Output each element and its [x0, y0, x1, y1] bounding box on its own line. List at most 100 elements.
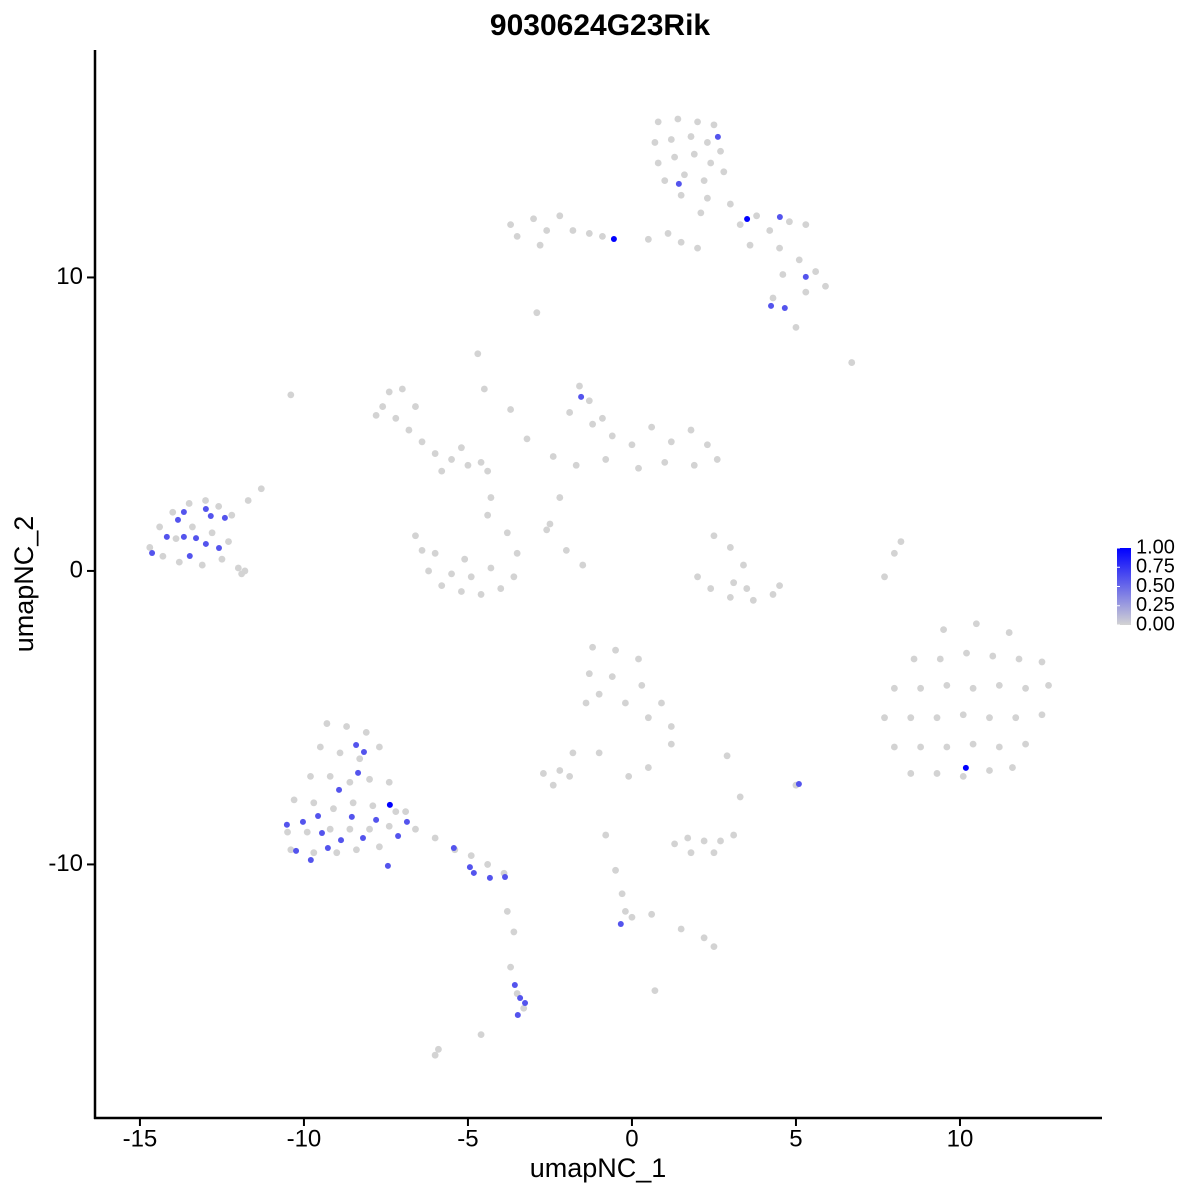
cell — [349, 799, 357, 807]
cell — [336, 749, 344, 757]
y-tick-label: 0 — [70, 556, 83, 583]
cell — [566, 772, 574, 780]
cell — [503, 907, 511, 915]
cell — [717, 837, 724, 845]
cell — [795, 256, 803, 264]
cell — [310, 849, 318, 857]
cell — [769, 294, 777, 302]
cell — [726, 544, 734, 551]
x-axis-title: umapNC_1 — [530, 1153, 667, 1183]
expressing-cell — [355, 769, 362, 776]
cell — [959, 772, 967, 780]
cell — [539, 770, 547, 777]
cell — [986, 714, 993, 722]
x-tick-label: 10 — [947, 1125, 974, 1152]
cell — [687, 426, 695, 434]
cell — [503, 529, 511, 537]
cell — [556, 494, 564, 501]
cell — [353, 846, 360, 854]
expressing-cell — [384, 862, 391, 869]
cell — [375, 743, 383, 751]
cell — [638, 681, 646, 689]
cell — [726, 593, 734, 601]
cell — [507, 406, 514, 413]
cell — [326, 772, 334, 780]
expressing-cell — [522, 999, 529, 1006]
expressing-cell — [215, 545, 222, 552]
chart-title: 9030624G23Rik — [490, 9, 710, 42]
cell — [228, 511, 236, 519]
cell — [290, 796, 298, 804]
cell — [658, 699, 665, 707]
expressing-cell — [578, 393, 585, 400]
cell — [375, 843, 383, 851]
expressing-cell — [180, 533, 187, 540]
colorbar-label: 0.00 — [1136, 613, 1175, 635]
cell — [661, 177, 669, 185]
cell — [986, 767, 993, 774]
cell — [585, 397, 593, 405]
cell — [667, 740, 675, 748]
cell — [694, 573, 701, 581]
cell — [621, 907, 629, 915]
y-axis-title: umapNC_2 — [9, 516, 39, 653]
expressing-cell — [466, 864, 473, 871]
cell — [546, 520, 554, 528]
cell — [1015, 655, 1023, 663]
cell — [959, 711, 967, 719]
cell — [576, 382, 583, 390]
cell — [890, 743, 898, 751]
cell — [549, 781, 557, 789]
cell — [690, 461, 698, 469]
cell — [333, 849, 341, 857]
cell — [484, 467, 492, 475]
cell — [907, 770, 915, 777]
cell — [644, 235, 652, 243]
cell — [330, 805, 337, 813]
cell — [589, 420, 596, 428]
cell — [881, 714, 888, 722]
expressing-cell — [768, 302, 775, 309]
cell — [477, 591, 485, 598]
cell — [667, 438, 675, 446]
cell — [907, 714, 915, 722]
cell — [185, 500, 193, 507]
cell — [1009, 764, 1016, 771]
cell — [792, 323, 800, 331]
cell — [726, 200, 734, 208]
cell — [933, 714, 941, 722]
cell — [310, 799, 318, 807]
expressing-cell — [502, 874, 509, 881]
cell — [385, 822, 393, 830]
cell — [369, 802, 377, 810]
cell — [234, 564, 242, 572]
cell — [175, 558, 183, 566]
cell — [972, 620, 980, 628]
cell — [520, 1004, 528, 1012]
cell — [766, 227, 774, 234]
cell — [661, 458, 669, 466]
cell — [897, 538, 905, 545]
cell — [474, 350, 482, 358]
cell — [215, 502, 223, 510]
expressing-cell — [180, 508, 187, 515]
cell — [316, 743, 324, 751]
cell — [707, 585, 715, 592]
cell — [713, 456, 721, 463]
x-tick-label: -10 — [287, 1125, 322, 1152]
cell — [612, 646, 619, 654]
cell — [457, 588, 465, 595]
cell — [736, 221, 744, 229]
cell — [477, 458, 485, 466]
expressing-cell — [202, 540, 209, 547]
cell — [628, 441, 636, 449]
cell — [257, 485, 265, 493]
cell — [487, 494, 495, 501]
cell — [398, 385, 406, 393]
expressing-cell — [511, 982, 518, 989]
expressing-cell — [610, 236, 617, 243]
expressing-cell — [517, 994, 524, 1001]
expressing-cell — [353, 741, 360, 748]
colorbar-label: 1.00 — [1136, 536, 1175, 558]
cell — [654, 118, 662, 126]
